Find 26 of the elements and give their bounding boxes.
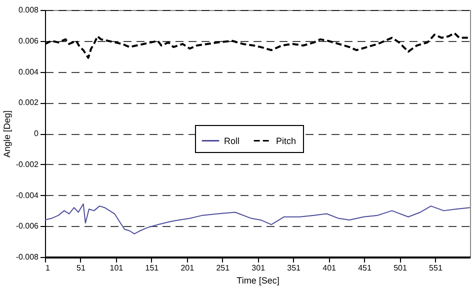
x-tick-label: 251 (216, 264, 230, 272)
y-axis-title: Angle [Deg] (2, 110, 12, 158)
y-tick-label: -0.002 (16, 160, 40, 169)
x-tick-label: 451 (358, 264, 372, 272)
x-tick-label: 1 (46, 264, 50, 272)
y-tick-label: 0 (34, 129, 40, 138)
y-tick-label: 0.008 (18, 6, 40, 14)
x-tick-label: 51 (76, 264, 86, 272)
y-tick-label: -0.006 (16, 222, 40, 231)
y-tick-label: 0.006 (18, 36, 40, 46)
x-tick-label: 101 (110, 264, 124, 272)
legend-label: Roll (224, 136, 240, 146)
x-tick-label: 351 (287, 264, 302, 272)
legend-label: Pitch (276, 136, 296, 146)
x-tick-label: 501 (394, 264, 408, 272)
y-tick-label: -0.004 (16, 190, 40, 200)
y-tick-label: 0.004 (18, 67, 40, 76)
x-tick-label: 151 (145, 264, 160, 272)
x-tick-label: 301 (252, 264, 266, 272)
line-series (45, 203, 470, 234)
x-tick-label: 551 (429, 264, 443, 272)
y-tick-label: -0.008 (16, 252, 40, 262)
x-axis-title: Time [Sec] (236, 276, 280, 286)
x-tick-label: 401 (322, 264, 337, 272)
y-tick-label: 0.002 (18, 98, 40, 108)
x-tick-label: 201 (180, 264, 195, 272)
